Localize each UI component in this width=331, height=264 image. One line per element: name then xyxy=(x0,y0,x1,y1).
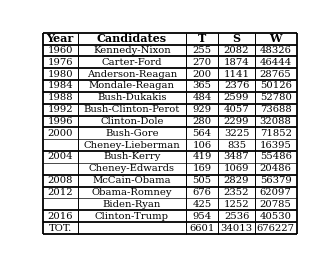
Text: Clinton-Dole: Clinton-Dole xyxy=(100,117,164,126)
Text: 2000: 2000 xyxy=(47,129,73,138)
Text: 564: 564 xyxy=(193,129,212,138)
Text: 6601: 6601 xyxy=(189,224,215,233)
Text: 2004: 2004 xyxy=(47,153,73,162)
Text: 2376: 2376 xyxy=(224,82,249,91)
Text: 56379: 56379 xyxy=(260,176,292,185)
Text: Clinton-Trump: Clinton-Trump xyxy=(95,212,169,221)
Text: 200: 200 xyxy=(193,70,212,79)
Text: Bush-Dukakis: Bush-Dukakis xyxy=(97,93,166,102)
Text: Carter-Ford: Carter-Ford xyxy=(102,58,162,67)
Text: 106: 106 xyxy=(193,141,212,150)
Text: 1069: 1069 xyxy=(224,164,249,173)
Text: 1984: 1984 xyxy=(47,82,73,91)
Text: 2599: 2599 xyxy=(224,93,249,102)
Text: TOT.: TOT. xyxy=(49,224,72,233)
Text: Biden-Ryan: Biden-Ryan xyxy=(103,200,161,209)
Text: 62097: 62097 xyxy=(260,188,292,197)
Text: 2008: 2008 xyxy=(47,176,73,185)
Text: Cheney-Edwards: Cheney-Edwards xyxy=(89,164,175,173)
Text: Year: Year xyxy=(47,33,74,44)
Text: 3225: 3225 xyxy=(224,129,249,138)
Text: 55486: 55486 xyxy=(260,153,292,162)
Text: 34013: 34013 xyxy=(220,224,253,233)
Text: 1980: 1980 xyxy=(47,70,73,79)
Text: 676227: 676227 xyxy=(257,224,295,233)
Text: 2082: 2082 xyxy=(224,46,249,55)
Text: 2829: 2829 xyxy=(224,176,249,185)
Text: 255: 255 xyxy=(193,46,212,55)
Text: Bush-Kerry: Bush-Kerry xyxy=(103,153,161,162)
Text: 425: 425 xyxy=(192,200,212,209)
Text: 2299: 2299 xyxy=(224,117,249,126)
Text: 2536: 2536 xyxy=(224,212,249,221)
Text: 1992: 1992 xyxy=(47,105,73,114)
Text: S: S xyxy=(232,33,241,44)
Text: 4057: 4057 xyxy=(224,105,249,114)
Text: 48326: 48326 xyxy=(260,46,292,55)
Text: Anderson-Reagan: Anderson-Reagan xyxy=(87,70,177,79)
Text: 73688: 73688 xyxy=(260,105,292,114)
Text: 16395: 16395 xyxy=(260,141,292,150)
Text: 32088: 32088 xyxy=(260,117,292,126)
Text: 1976: 1976 xyxy=(47,58,73,67)
Text: Obama-Romney: Obama-Romney xyxy=(92,188,172,197)
Text: Candidates: Candidates xyxy=(97,33,167,44)
Text: T: T xyxy=(198,33,206,44)
Text: 28765: 28765 xyxy=(260,70,292,79)
Text: W: W xyxy=(269,33,282,44)
Text: 169: 169 xyxy=(193,164,212,173)
Text: 270: 270 xyxy=(193,58,212,67)
Text: Mondale-Reagan: Mondale-Reagan xyxy=(89,82,175,91)
Text: 52780: 52780 xyxy=(260,93,292,102)
Text: 20785: 20785 xyxy=(260,200,292,209)
Text: 1141: 1141 xyxy=(223,70,250,79)
Text: 3487: 3487 xyxy=(224,153,249,162)
Text: Bush-Clinton-Perot: Bush-Clinton-Perot xyxy=(84,105,180,114)
Text: 20486: 20486 xyxy=(260,164,292,173)
Text: 2012: 2012 xyxy=(47,188,73,197)
Text: 484: 484 xyxy=(192,93,212,102)
Text: 1960: 1960 xyxy=(47,46,73,55)
Text: 280: 280 xyxy=(193,117,212,126)
Text: 2352: 2352 xyxy=(224,188,249,197)
Text: McCain-Obama: McCain-Obama xyxy=(92,176,171,185)
Text: 419: 419 xyxy=(192,153,212,162)
Text: 1252: 1252 xyxy=(224,200,249,209)
Text: 676: 676 xyxy=(193,188,212,197)
Text: Cheney-Lieberman: Cheney-Lieberman xyxy=(83,141,180,150)
Text: 1988: 1988 xyxy=(47,93,73,102)
Text: 50126: 50126 xyxy=(260,82,292,91)
Text: 505: 505 xyxy=(193,176,212,185)
Text: 1996: 1996 xyxy=(47,117,73,126)
Text: 365: 365 xyxy=(193,82,212,91)
Text: 40530: 40530 xyxy=(260,212,292,221)
Text: 835: 835 xyxy=(227,141,246,150)
Text: Bush-Gore: Bush-Gore xyxy=(105,129,159,138)
Text: Kennedy-Nixon: Kennedy-Nixon xyxy=(93,46,171,55)
Text: 46444: 46444 xyxy=(260,58,292,67)
Text: 954: 954 xyxy=(192,212,212,221)
Text: 2016: 2016 xyxy=(47,212,73,221)
Text: 929: 929 xyxy=(193,105,212,114)
Text: 71852: 71852 xyxy=(260,129,292,138)
Text: 1874: 1874 xyxy=(224,58,249,67)
